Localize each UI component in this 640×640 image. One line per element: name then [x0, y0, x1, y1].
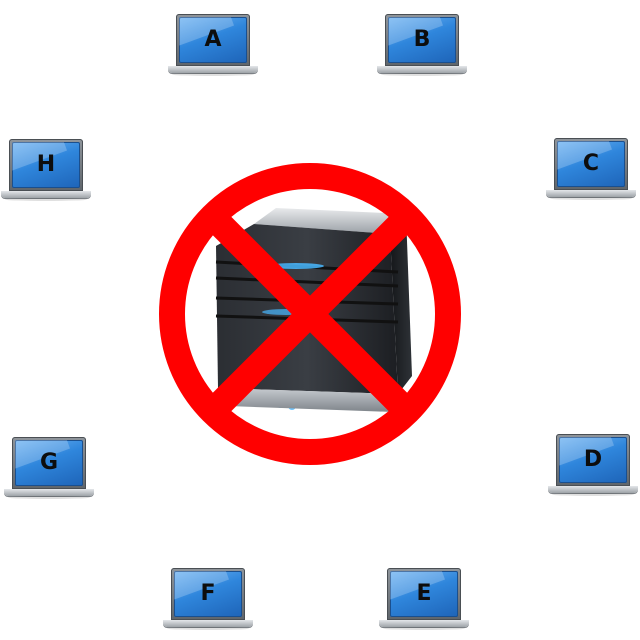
node-label: G	[39, 449, 59, 475]
prohibited-icon	[159, 163, 461, 465]
node-label: E	[416, 580, 432, 606]
laptop-base	[168, 66, 258, 73]
laptop-base	[548, 486, 638, 493]
node-label: A	[204, 26, 222, 52]
laptop-node-d: D	[548, 434, 638, 496]
laptop-screen	[12, 142, 80, 188]
laptop-node-h: H	[1, 139, 91, 201]
laptop-shadow	[5, 198, 87, 201]
blocked-server	[159, 163, 461, 465]
laptop-base	[379, 620, 469, 627]
laptop-base	[377, 66, 467, 73]
laptop-screen	[559, 437, 627, 483]
node-label: C	[582, 150, 600, 176]
laptop-node-e: E	[379, 568, 469, 630]
laptop-node-a: A	[168, 14, 258, 76]
laptop-screen	[388, 17, 456, 63]
laptop-node-g: G	[4, 437, 94, 499]
node-label: B	[413, 26, 431, 52]
node-label: H	[36, 151, 56, 177]
laptop-shadow	[383, 627, 465, 630]
laptop-screen	[179, 17, 247, 63]
laptop-base	[4, 489, 94, 496]
laptop-shadow	[550, 197, 632, 200]
node-label: F	[200, 580, 216, 606]
laptop-base	[1, 191, 91, 198]
node-label: D	[583, 446, 603, 472]
laptop-base	[163, 620, 253, 627]
laptop-shadow	[552, 493, 634, 496]
laptop-node-b: B	[377, 14, 467, 76]
laptop-screen	[557, 141, 625, 187]
laptop-shadow	[167, 627, 249, 630]
laptop-base	[546, 190, 636, 197]
laptop-shadow	[8, 496, 90, 499]
laptop-screen	[15, 440, 83, 486]
laptop-shadow	[172, 73, 254, 76]
laptop-shadow	[381, 73, 463, 76]
laptop-node-f: F	[163, 568, 253, 630]
laptop-screen	[390, 571, 458, 617]
laptop-screen	[174, 571, 242, 617]
laptop-node-c: C	[546, 138, 636, 200]
